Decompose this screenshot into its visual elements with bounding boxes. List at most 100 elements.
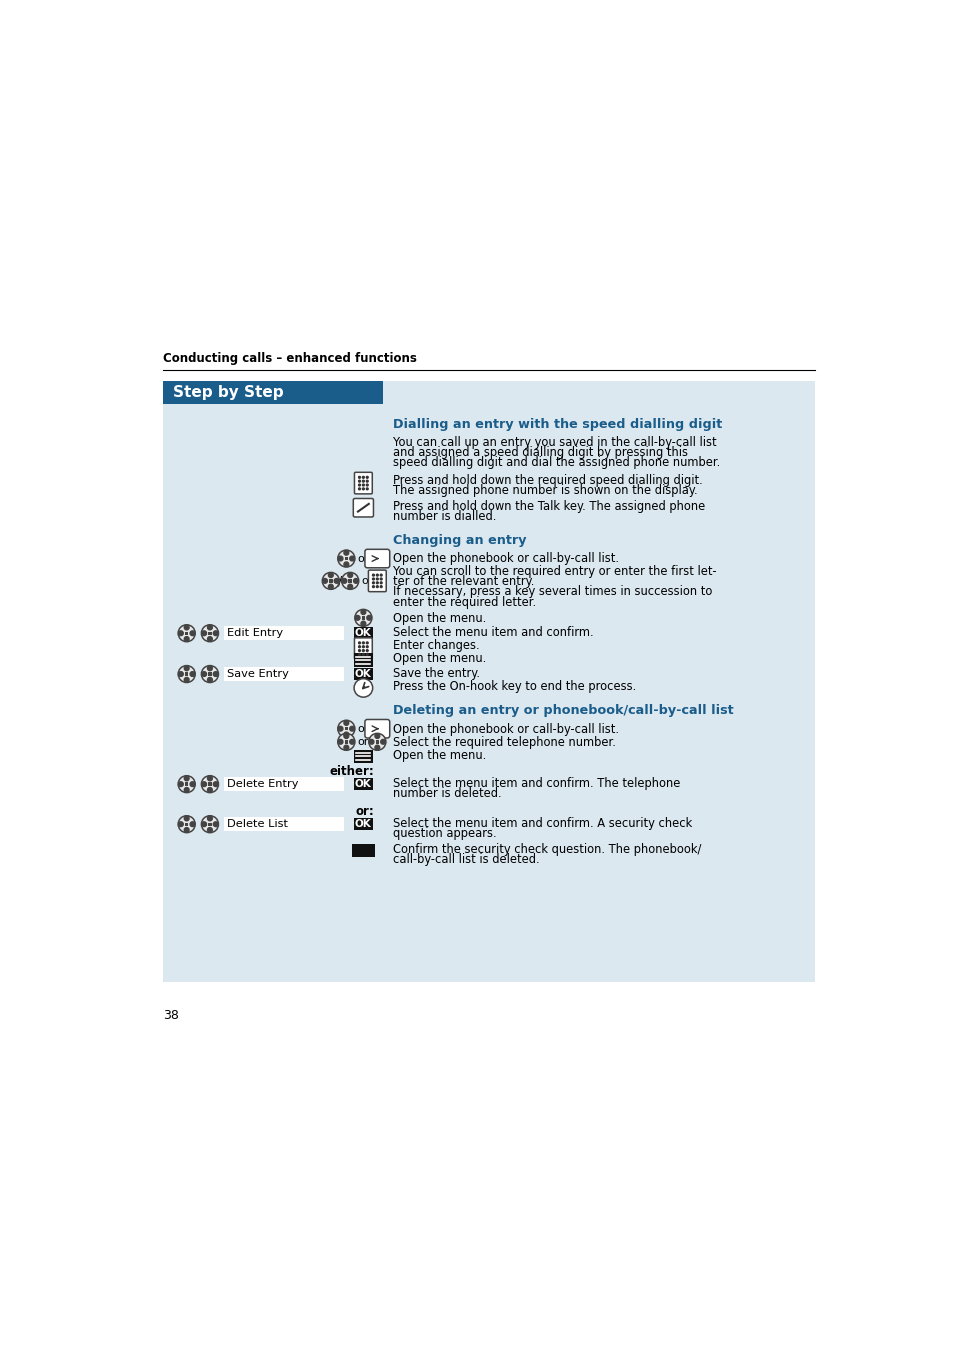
FancyBboxPatch shape bbox=[354, 628, 373, 640]
Text: OK: OK bbox=[355, 779, 372, 790]
Circle shape bbox=[341, 572, 358, 590]
Text: Save the entry.: Save the entry. bbox=[393, 667, 479, 680]
Text: /: / bbox=[337, 574, 342, 587]
Circle shape bbox=[372, 574, 374, 576]
Text: OK: OK bbox=[355, 628, 372, 639]
Circle shape bbox=[178, 630, 183, 636]
FancyBboxPatch shape bbox=[344, 556, 348, 560]
Text: Confirm the security check question. The phonebook/: Confirm the security check question. The… bbox=[393, 844, 700, 856]
Text: enter the required letter.: enter the required letter. bbox=[393, 595, 536, 609]
FancyBboxPatch shape bbox=[208, 632, 212, 634]
FancyBboxPatch shape bbox=[353, 498, 373, 517]
Circle shape bbox=[178, 666, 195, 683]
Circle shape bbox=[213, 630, 218, 636]
FancyBboxPatch shape bbox=[354, 668, 373, 680]
FancyBboxPatch shape bbox=[344, 740, 348, 744]
Text: The assigned phone number is shown on the display.: The assigned phone number is shown on th… bbox=[393, 483, 697, 497]
Circle shape bbox=[201, 672, 206, 676]
Circle shape bbox=[366, 477, 368, 478]
Circle shape bbox=[184, 787, 189, 792]
Circle shape bbox=[380, 582, 382, 583]
Text: Dialling an entry with the speed dialling digit: Dialling an entry with the speed diallin… bbox=[393, 417, 721, 431]
Circle shape bbox=[369, 740, 374, 744]
Circle shape bbox=[178, 822, 183, 826]
FancyBboxPatch shape bbox=[361, 616, 365, 620]
Circle shape bbox=[201, 666, 218, 683]
Circle shape bbox=[344, 733, 349, 738]
Circle shape bbox=[360, 621, 365, 626]
Circle shape bbox=[344, 745, 349, 751]
FancyBboxPatch shape bbox=[355, 637, 372, 659]
Circle shape bbox=[201, 782, 206, 787]
Circle shape bbox=[358, 481, 360, 482]
FancyBboxPatch shape bbox=[185, 783, 188, 786]
Text: Deleting an entry or phonebook/call-by-call list: Deleting an entry or phonebook/call-by-c… bbox=[393, 705, 733, 717]
FancyBboxPatch shape bbox=[365, 549, 390, 568]
Circle shape bbox=[208, 637, 213, 641]
Circle shape bbox=[376, 578, 377, 580]
Circle shape bbox=[369, 733, 385, 751]
Circle shape bbox=[208, 787, 213, 792]
FancyBboxPatch shape bbox=[352, 844, 375, 856]
Circle shape bbox=[355, 616, 359, 620]
Circle shape bbox=[208, 625, 213, 630]
Text: or: or bbox=[356, 737, 368, 747]
Circle shape bbox=[348, 572, 353, 578]
Text: speed dialling digit and dial the assigned phone number.: speed dialling digit and dial the assign… bbox=[393, 456, 720, 470]
Circle shape bbox=[213, 782, 218, 787]
Circle shape bbox=[337, 733, 355, 751]
Circle shape bbox=[355, 609, 372, 626]
Text: Open the menu.: Open the menu. bbox=[393, 652, 486, 666]
Text: Changing an entry: Changing an entry bbox=[393, 533, 526, 547]
Circle shape bbox=[350, 726, 355, 732]
Circle shape bbox=[178, 672, 183, 676]
Circle shape bbox=[358, 643, 360, 644]
FancyBboxPatch shape bbox=[344, 728, 348, 730]
FancyBboxPatch shape bbox=[354, 749, 373, 763]
Circle shape bbox=[334, 579, 338, 583]
Circle shape bbox=[354, 679, 373, 697]
Circle shape bbox=[178, 815, 195, 833]
Circle shape bbox=[366, 653, 368, 655]
FancyBboxPatch shape bbox=[185, 632, 188, 634]
Circle shape bbox=[358, 477, 360, 478]
Text: Open the menu.: Open the menu. bbox=[393, 749, 486, 761]
Text: or: or bbox=[356, 724, 368, 733]
FancyBboxPatch shape bbox=[224, 817, 344, 832]
Text: or: or bbox=[356, 554, 368, 563]
Circle shape bbox=[362, 485, 364, 486]
Circle shape bbox=[190, 822, 194, 826]
Circle shape bbox=[358, 485, 360, 486]
FancyBboxPatch shape bbox=[365, 720, 390, 738]
Circle shape bbox=[178, 782, 183, 787]
Circle shape bbox=[337, 740, 342, 744]
Circle shape bbox=[362, 487, 364, 490]
Circle shape bbox=[362, 477, 364, 478]
Text: or:: or: bbox=[355, 805, 374, 818]
Text: either:: either: bbox=[329, 765, 374, 778]
Circle shape bbox=[201, 630, 206, 636]
Text: Open the menu.: Open the menu. bbox=[393, 612, 486, 625]
Circle shape bbox=[376, 582, 377, 583]
Circle shape bbox=[344, 721, 349, 725]
FancyBboxPatch shape bbox=[163, 381, 815, 981]
Text: Press the On-hook key to end the process.: Press the On-hook key to end the process… bbox=[393, 680, 636, 693]
Circle shape bbox=[362, 645, 364, 648]
Circle shape bbox=[372, 578, 374, 580]
Circle shape bbox=[376, 586, 377, 587]
Circle shape bbox=[190, 630, 194, 636]
Circle shape bbox=[366, 645, 368, 648]
FancyBboxPatch shape bbox=[224, 667, 344, 680]
Text: Select the menu item and confirm.: Select the menu item and confirm. bbox=[393, 626, 593, 640]
Text: Open the phonebook or call-by-call list.: Open the phonebook or call-by-call list. bbox=[393, 722, 618, 736]
Text: Delete Entry: Delete Entry bbox=[227, 779, 298, 790]
Circle shape bbox=[376, 574, 377, 576]
Circle shape bbox=[372, 582, 374, 583]
Text: Select the menu item and confirm. A security check: Select the menu item and confirm. A secu… bbox=[393, 817, 691, 830]
FancyBboxPatch shape bbox=[224, 778, 344, 791]
Text: 38: 38 bbox=[163, 1008, 179, 1022]
Text: Select the menu item and confirm. The telephone: Select the menu item and confirm. The te… bbox=[393, 778, 679, 790]
Circle shape bbox=[348, 585, 353, 589]
Circle shape bbox=[213, 822, 218, 826]
Text: and assigned a speed dialling digit by pressing this: and assigned a speed dialling digit by p… bbox=[393, 446, 687, 459]
